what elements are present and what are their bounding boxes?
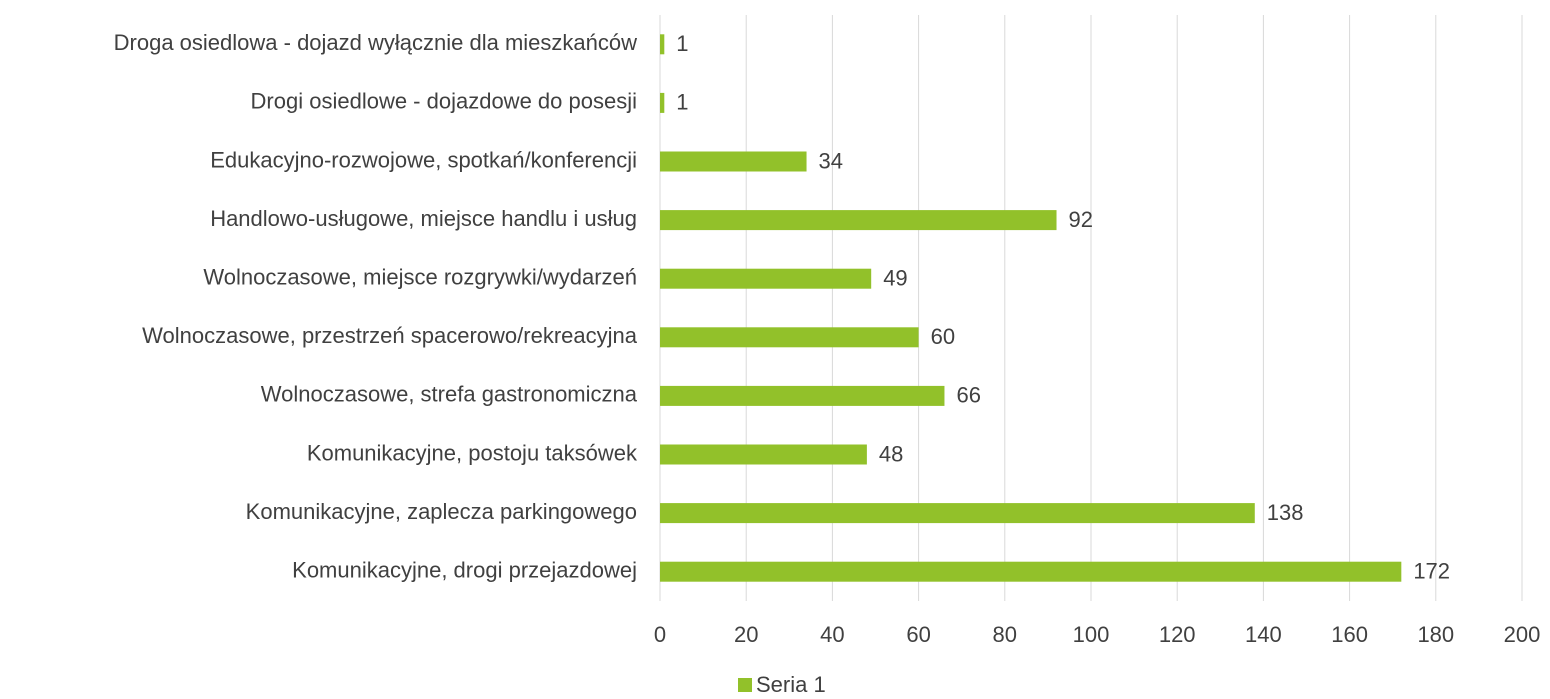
bar <box>660 503 1255 524</box>
x-tick-label: 120 <box>1159 622 1196 647</box>
bar <box>660 210 1057 231</box>
y-tick-label: Droga osiedlowa - dojazd wyłącznie dla m… <box>114 30 637 55</box>
data-label: 172 <box>1413 559 1450 584</box>
y-tick-label: Komunikacyjne, zaplecza parkingowego <box>246 499 637 524</box>
x-tick-label: 0 <box>654 622 666 647</box>
bar <box>660 151 807 172</box>
x-tick-label: 100 <box>1073 622 1110 647</box>
y-tick-label: Wolnoczasowe, miejsce rozgrywki/wydarzeń <box>203 265 637 290</box>
x-tick-label: 140 <box>1245 622 1282 647</box>
data-label: 34 <box>819 148 843 173</box>
bar <box>660 561 1402 582</box>
data-label: 66 <box>956 383 980 408</box>
data-label: 60 <box>931 324 955 349</box>
bar <box>660 385 945 406</box>
y-tick-label: Edukacyjno-rozwojowe, spotkań/konferencj… <box>210 147 637 172</box>
data-label: 49 <box>883 266 907 291</box>
y-tick-label: Komunikacyjne, postoju taksówek <box>307 440 638 465</box>
x-tick-label: 40 <box>820 622 844 647</box>
bar <box>660 92 665 113</box>
y-tick-label: Wolnoczasowe, przestrzeń spacerowo/rekre… <box>142 323 638 348</box>
bar <box>660 327 919 348</box>
bar <box>660 268 872 289</box>
y-tick-label: Handlowo-usługowe, miejsce handlu i usłu… <box>210 206 637 231</box>
x-tick-label: 200 <box>1504 622 1541 647</box>
y-tick-label: Drogi osiedlowe - dojazdowe do posesji <box>251 89 637 114</box>
x-tick-label: 80 <box>993 622 1017 647</box>
bar <box>660 34 665 55</box>
x-tick-label: 20 <box>734 622 758 647</box>
y-tick-label: Wolnoczasowe, strefa gastronomiczna <box>261 382 638 407</box>
data-label: 92 <box>1069 207 1093 232</box>
x-tick-label: 60 <box>906 622 930 647</box>
data-label: 1 <box>676 31 688 56</box>
legend-label: Seria 1 <box>756 672 826 697</box>
data-label: 48 <box>879 441 903 466</box>
data-label: 138 <box>1267 500 1304 525</box>
legend-swatch <box>738 678 752 692</box>
bar <box>660 444 867 465</box>
x-tick-label: 180 <box>1417 622 1454 647</box>
data-label: 1 <box>676 90 688 115</box>
y-tick-label: Komunikacyjne, drogi przejazdowej <box>292 558 637 583</box>
x-tick-label: 160 <box>1331 622 1368 647</box>
